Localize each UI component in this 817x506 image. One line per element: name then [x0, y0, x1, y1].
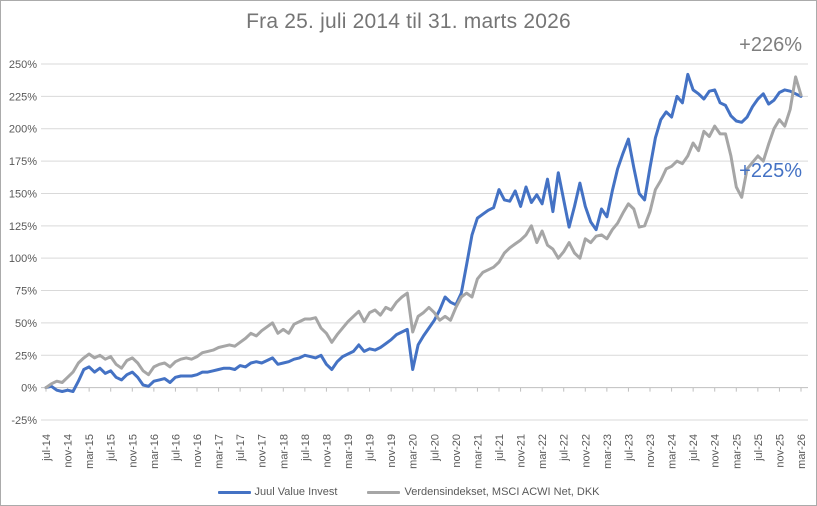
x-axis-label: jul-18	[300, 434, 312, 462]
x-axis-label: jul-16	[170, 434, 182, 462]
series-line-index	[44, 75, 803, 390]
x-axis-label: nov-21	[516, 434, 528, 468]
x-axis-label: nov-25	[774, 434, 786, 468]
x-axis-label: nov-15	[127, 434, 139, 468]
y-axis-label: 250%	[9, 59, 37, 71]
x-axis-label: jul-15	[106, 434, 118, 462]
juul-end-value-label: +225%	[739, 160, 802, 182]
x-axis-label: mar-18	[278, 434, 290, 469]
x-axis-label: jul-22	[559, 434, 571, 462]
x-axis-label: mar-22	[537, 434, 549, 469]
x-axis-label: jul-21	[494, 434, 506, 462]
x-axis-label: mar-21	[472, 434, 484, 469]
y-axis-label: 100%	[9, 253, 37, 265]
x-axis-label: mar-17	[214, 434, 226, 469]
x-axis-label: mar-20	[408, 434, 420, 469]
x-axis-label: nov-14	[63, 434, 75, 468]
x-axis-label: jul-23	[623, 434, 635, 462]
x-axis-label: nov-17	[257, 434, 269, 468]
x-axis-label: mar-16	[149, 434, 161, 469]
y-axis-label: 175%	[9, 156, 37, 168]
x-axis-label: jul-17	[235, 434, 247, 462]
legend-line-juul	[217, 490, 251, 494]
x-axis-label: jul-24	[688, 434, 700, 462]
x-axis-label: nov-20	[451, 434, 463, 468]
y-axis-label: 75%	[15, 286, 37, 298]
legend-item-juul: Juul Value Invest	[217, 486, 338, 498]
x-axis-label: mar-24	[667, 434, 679, 469]
y-axis-label: 200%	[9, 124, 37, 136]
x-axis-label: nov-23	[645, 434, 657, 468]
x-axis-label: mar-19	[343, 434, 355, 469]
legend-label-juul: Juul Value Invest	[254, 486, 338, 498]
legend-line-index	[367, 490, 401, 494]
x-axis-label: jul-25	[753, 434, 765, 462]
x-axis-label: nov-16	[192, 434, 204, 468]
x-axis-label: jul-19	[365, 434, 377, 462]
legend-label-index: Verdensindekset, MSCI ACWI Net, DKK	[404, 486, 600, 498]
x-axis-label: mar-26	[796, 434, 808, 469]
x-axis-label: mar-23	[602, 434, 614, 469]
y-axis-label: 25%	[15, 350, 37, 362]
legend-item-index: Verdensindekset, MSCI ACWI Net, DKK	[367, 486, 600, 498]
x-axis-label: nov-24	[710, 434, 722, 468]
y-axis-label: 225%	[9, 91, 37, 103]
x-axis-label: nov-19	[386, 434, 398, 468]
y-axis-label: 0%	[21, 383, 37, 395]
chart-title: Fra 25. juli 2014 til 31. marts 2026	[246, 10, 571, 33]
chart-legend: Juul Value Invest Verdensindekset, MSCI …	[1, 486, 816, 498]
y-axis-label: 50%	[15, 318, 37, 330]
x-axis-label: jul-14	[41, 434, 53, 462]
y-axis-label: -25%	[11, 415, 37, 427]
x-axis-label: mar-25	[731, 434, 743, 469]
x-axis-label: nov-18	[321, 434, 333, 468]
x-axis-label: mar-15	[84, 434, 96, 469]
x-axis-label: jul-20	[429, 434, 441, 462]
y-axis-label: 150%	[9, 188, 37, 200]
y-axis-label: 125%	[9, 221, 37, 233]
series-line-juul	[44, 72, 803, 393]
x-axis-label: nov-22	[580, 434, 592, 468]
index-end-value-label: +226%	[739, 34, 802, 56]
